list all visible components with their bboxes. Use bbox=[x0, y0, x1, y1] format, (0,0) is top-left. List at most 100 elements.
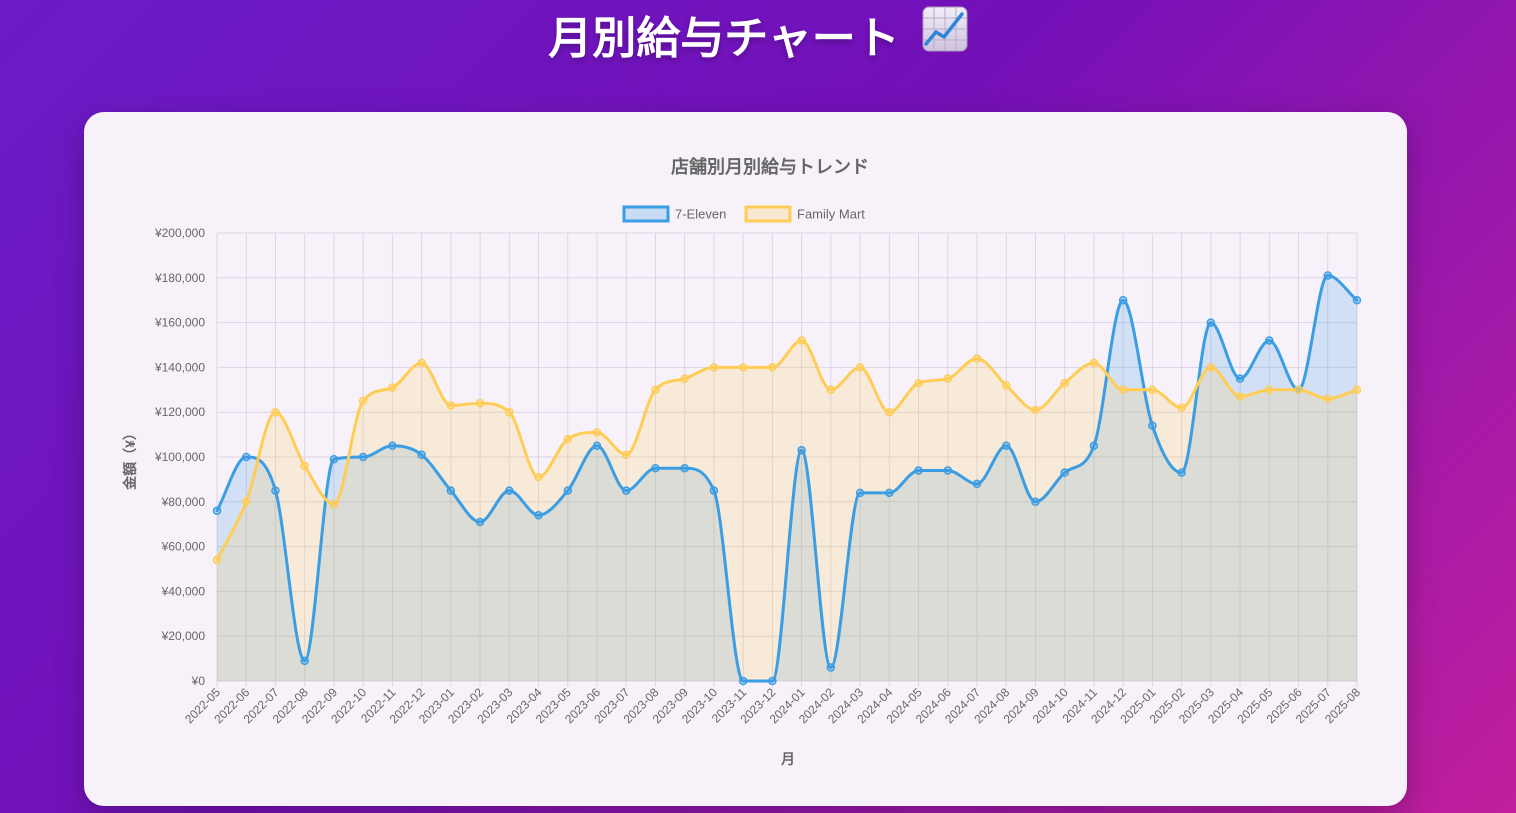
data-point-seven-eleven[interactable] bbox=[826, 663, 836, 672]
data-point-family-mart[interactable] bbox=[505, 407, 514, 417]
data-point-seven-eleven[interactable] bbox=[505, 486, 514, 495]
data-point-seven-eleven[interactable] bbox=[241, 452, 251, 462]
data-point-seven-eleven[interactable] bbox=[1031, 497, 1040, 507]
data-point-seven-eleven[interactable] bbox=[563, 486, 573, 495]
legend-label-seven-eleven: 7-Eleven bbox=[675, 207, 726, 222]
data-point-family-mart[interactable] bbox=[1294, 385, 1303, 395]
data-point-seven-eleven[interactable] bbox=[1118, 295, 1128, 305]
data-point-family-mart[interactable] bbox=[271, 407, 280, 417]
legend-label-family-mart: Family Mart bbox=[797, 207, 865, 222]
data-point-family-mart[interactable] bbox=[738, 363, 748, 372]
y-tick-label: ¥60,000 bbox=[161, 540, 206, 554]
data-point-family-mart[interactable] bbox=[914, 378, 923, 388]
series-area-family-mart bbox=[217, 340, 1357, 681]
data-point-seven-eleven[interactable] bbox=[1148, 421, 1157, 430]
chart-card: 店舗別月別給与トレンド 7-Eleven Family Mart ¥0 ¥20,0… bbox=[84, 112, 1407, 806]
data-point-family-mart[interactable] bbox=[1352, 385, 1362, 395]
data-point-seven-eleven[interactable] bbox=[885, 488, 894, 498]
data-point-family-mart[interactable] bbox=[1118, 385, 1128, 395]
data-point-seven-eleven[interactable] bbox=[358, 452, 368, 462]
y-tick-label: ¥120,000 bbox=[154, 405, 205, 419]
data-point-family-mart[interactable] bbox=[592, 428, 602, 437]
data-point-family-mart[interactable] bbox=[388, 383, 397, 392]
page-title-text: 月別給与チャート bbox=[548, 13, 900, 64]
data-point-seven-eleven[interactable] bbox=[300, 656, 309, 666]
data-point-family-mart[interactable] bbox=[797, 336, 806, 345]
data-point-family-mart[interactable] bbox=[1060, 378, 1069, 388]
data-point-seven-eleven[interactable] bbox=[1323, 271, 1333, 280]
data-point-family-mart[interactable] bbox=[1001, 381, 1011, 390]
data-point-family-mart[interactable] bbox=[1323, 394, 1333, 404]
data-point-family-mart[interactable] bbox=[768, 363, 777, 372]
chart-legend: 7-Eleven Family Mart bbox=[622, 205, 865, 223]
data-point-seven-eleven[interactable] bbox=[1235, 374, 1245, 383]
data-point-seven-eleven[interactable] bbox=[446, 486, 456, 495]
data-point-seven-eleven[interactable] bbox=[212, 506, 222, 516]
x-axis-ticks: 2022-052022-062022-072022-082022-092022-… bbox=[182, 685, 1363, 726]
data-point-seven-eleven[interactable] bbox=[651, 463, 660, 473]
data-point-family-mart[interactable] bbox=[329, 499, 339, 509]
data-point-seven-eleven[interactable] bbox=[680, 463, 689, 473]
data-point-seven-eleven[interactable] bbox=[797, 446, 806, 455]
data-point-seven-eleven[interactable] bbox=[709, 486, 719, 495]
data-point-seven-eleven[interactable] bbox=[914, 466, 923, 475]
data-point-seven-eleven[interactable] bbox=[943, 466, 953, 475]
data-point-family-mart[interactable] bbox=[241, 497, 251, 507]
data-point-family-mart[interactable] bbox=[1177, 403, 1186, 412]
data-point-seven-eleven[interactable] bbox=[972, 479, 982, 489]
legend-item-seven-eleven[interactable]: 7-Eleven bbox=[622, 205, 726, 223]
data-point-seven-eleven[interactable] bbox=[534, 510, 543, 520]
data-point-seven-eleven[interactable] bbox=[1089, 441, 1099, 451]
data-point-family-mart[interactable] bbox=[300, 461, 309, 471]
chart-title: 店舗別月別給与トレンド bbox=[671, 156, 869, 177]
data-point-seven-eleven[interactable] bbox=[271, 486, 280, 495]
data-point-family-mart[interactable] bbox=[1265, 385, 1274, 395]
data-point-seven-eleven[interactable] bbox=[329, 454, 339, 464]
data-point-seven-eleven[interactable] bbox=[388, 441, 397, 451]
y-tick-label: ¥140,000 bbox=[154, 360, 205, 374]
data-point-family-mart[interactable] bbox=[651, 385, 660, 395]
data-point-family-mart[interactable] bbox=[475, 398, 485, 408]
data-point-family-mart[interactable] bbox=[621, 450, 631, 460]
data-point-family-mart[interactable] bbox=[417, 358, 426, 368]
data-point-family-mart[interactable] bbox=[1235, 392, 1245, 401]
y-tick-label: ¥20,000 bbox=[161, 629, 206, 643]
data-point-seven-eleven[interactable] bbox=[855, 488, 865, 498]
data-point-family-mart[interactable] bbox=[1031, 405, 1040, 415]
y-axis-label: 金額（¥） bbox=[122, 426, 138, 491]
salary-trend-chart: 店舗別月別給与トレンド 7-Eleven Family Mart ¥0 ¥20,0… bbox=[122, 156, 1363, 767]
data-point-family-mart[interactable] bbox=[855, 363, 865, 372]
data-point-family-mart[interactable] bbox=[709, 363, 719, 372]
data-point-seven-eleven[interactable] bbox=[417, 450, 426, 460]
data-point-seven-eleven[interactable] bbox=[1352, 295, 1362, 305]
data-point-family-mart[interactable] bbox=[446, 401, 456, 410]
legend-swatch-family-mart bbox=[744, 205, 792, 223]
data-point-seven-eleven[interactable] bbox=[1060, 468, 1069, 477]
chart-grid bbox=[216, 232, 1358, 687]
data-point-family-mart[interactable] bbox=[826, 385, 836, 395]
data-point-family-mart[interactable] bbox=[212, 555, 222, 565]
y-tick-label: ¥180,000 bbox=[154, 271, 205, 285]
data-point-family-mart[interactable] bbox=[972, 354, 982, 363]
data-point-seven-eleven[interactable] bbox=[1265, 336, 1274, 345]
data-point-family-mart[interactable] bbox=[1148, 385, 1157, 395]
data-point-seven-eleven[interactable] bbox=[768, 676, 777, 686]
chart-increasing-icon bbox=[922, 6, 968, 69]
data-point-seven-eleven[interactable] bbox=[1177, 468, 1186, 477]
data-point-family-mart[interactable] bbox=[943, 374, 953, 383]
data-point-family-mart[interactable] bbox=[534, 472, 543, 482]
data-point-seven-eleven[interactable] bbox=[592, 441, 602, 451]
data-point-family-mart[interactable] bbox=[1089, 358, 1099, 368]
data-point-family-mart[interactable] bbox=[1206, 363, 1216, 372]
data-point-seven-eleven[interactable] bbox=[1206, 318, 1216, 327]
data-point-family-mart[interactable] bbox=[885, 407, 894, 417]
data-point-seven-eleven[interactable] bbox=[475, 517, 485, 527]
data-point-family-mart[interactable] bbox=[358, 396, 368, 406]
data-point-seven-eleven[interactable] bbox=[738, 676, 748, 686]
legend-item-family-mart[interactable]: Family Mart bbox=[744, 205, 865, 223]
data-point-seven-eleven[interactable] bbox=[1001, 441, 1011, 451]
data-point-family-mart[interactable] bbox=[680, 374, 689, 383]
series-areas bbox=[217, 275, 1357, 681]
data-point-family-mart[interactable] bbox=[563, 434, 573, 444]
data-point-seven-eleven[interactable] bbox=[621, 486, 631, 495]
